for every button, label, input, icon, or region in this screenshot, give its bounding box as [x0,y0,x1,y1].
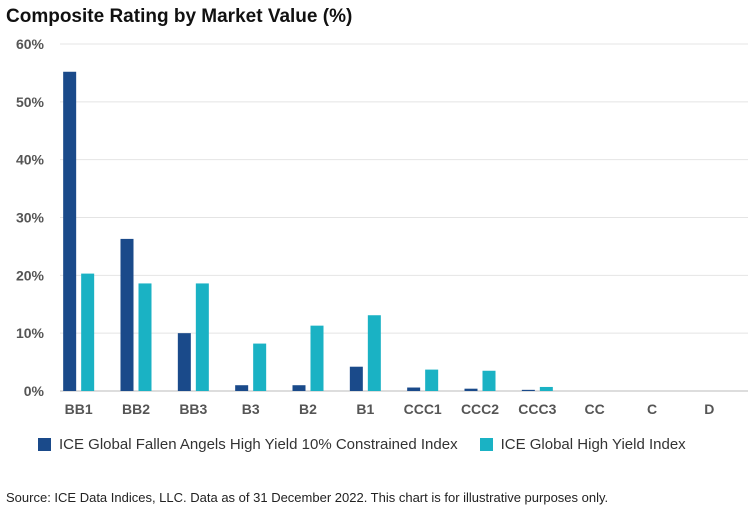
bar-bb3-series-2 [195,283,209,391]
bar-b1-series-1 [349,366,363,391]
x-tick-label: C [647,401,657,417]
y-tick-label: 20% [16,267,45,283]
x-tick-label: BB2 [122,401,150,417]
x-tick-label: B1 [356,401,374,417]
source-note: Source: ICE Data Indices, LLC. Data as o… [6,490,609,505]
x-tick-label: CC [585,401,605,417]
x-tick-label: B2 [299,401,317,417]
y-tick-label: 0% [24,383,45,399]
x-tick-label: CCC2 [461,401,499,417]
y-tick-label: 10% [16,325,45,341]
bar-ccc2-series-1 [464,388,478,391]
bar-bb3-series-1 [177,333,191,391]
bar-bb1-series-2 [81,273,95,391]
bar-b1-series-2 [367,315,381,391]
legend-label-fallen-angels: ICE Global Fallen Angels High Yield 10% … [59,436,458,453]
x-tick-label: CCC1 [404,401,442,417]
y-tick-label: 40% [16,152,45,168]
bar-bb1-series-1 [63,71,77,391]
bar-b3-series-1 [235,385,249,391]
chart-title: Composite Rating by Market Value (%) [6,6,353,27]
legend-item-fallen-angels: ICE Global Fallen Angels High Yield 10% … [38,436,458,453]
bar-ccc1-series-2 [425,369,439,391]
bar-b3-series-2 [253,343,267,391]
bar-chart: 0% 10% 20% 30% 40% 50% 60% BB1 BB2 BB3 B3 B2 B1 CCC1 C… [16,36,748,417]
legend-label-global-hy: ICE Global High Yield Index [500,436,686,453]
bar-ccc1-series-1 [407,387,421,391]
legend-item-global-hy: ICE Global High Yield Index [479,436,686,453]
bar-ccc2-series-2 [482,370,496,391]
x-tick-label: D [704,401,714,417]
bar-ccc3-series-1 [521,389,535,391]
bar-bb2-series-1 [120,238,134,391]
x-tick-label: CCC3 [518,401,556,417]
legend-swatch-global-hy [479,438,493,451]
y-tick-label: 50% [16,94,45,110]
x-tick-label: B3 [242,401,260,417]
x-tick-label: BB3 [179,401,207,417]
y-tick-label: 60% [16,36,45,52]
legend: ICE Global Fallen Angels High Yield 10% … [38,436,708,453]
bar-b2-series-2 [310,325,324,391]
y-tick-label: 30% [16,210,45,226]
x-tick-label: BB1 [65,401,93,417]
bar-bb2-series-2 [138,283,152,391]
legend-swatch-fallen-angels [38,438,51,451]
bar-ccc3-series-2 [539,386,553,391]
bar-b2-series-1 [292,385,306,391]
